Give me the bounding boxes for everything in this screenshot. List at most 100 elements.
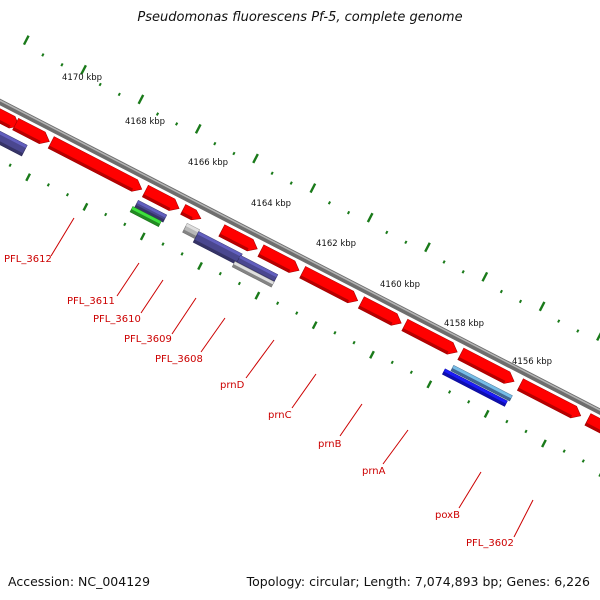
gene-feature — [47, 136, 143, 192]
scale-tick — [175, 122, 179, 126]
gene-label-leader — [513, 499, 534, 538]
gene-feature — [457, 347, 515, 384]
scale-label: 4162 kbp — [316, 239, 356, 249]
gene-feature — [257, 244, 300, 273]
scale-tick — [194, 123, 202, 134]
scale-tick — [25, 173, 32, 182]
scale-tick — [197, 261, 203, 271]
scale-tick — [155, 112, 160, 116]
gene-label-leader — [200, 317, 226, 353]
scale-tick — [180, 252, 184, 256]
scale-tick — [60, 62, 64, 67]
scale-label: 4164 kbp — [251, 199, 291, 209]
scale-labels: 4170 kbp 4168 kbp 4166 kbp 4164 kbp 4162 kbp… — [62, 73, 552, 367]
scale-tick — [467, 400, 471, 404]
scale-tick — [557, 319, 561, 323]
scale-tick — [309, 183, 317, 194]
scale-tick — [289, 181, 293, 185]
accession-label: Accession: NC_004129 — [8, 574, 151, 589]
scale-tick — [137, 94, 145, 105]
scale-label: 4156 kbp — [512, 357, 552, 367]
scale-tick — [562, 449, 566, 453]
gene-label: PFL_3611 — [67, 296, 115, 307]
gene-feature — [442, 368, 508, 407]
gene-feature — [192, 231, 243, 266]
gene-label: PFL_3610 — [93, 314, 141, 325]
gene-feature — [0, 130, 28, 157]
scale-tick — [461, 270, 465, 274]
scale-tick — [237, 281, 241, 286]
scale-tick — [22, 35, 30, 46]
gene-feature — [12, 117, 50, 144]
scale-tick — [447, 390, 452, 394]
scale-tick — [276, 301, 280, 306]
map-title: Pseudomonas fluorescens Pf-5, complete g… — [137, 10, 463, 25]
gene-label: PFL_3602 — [466, 538, 514, 549]
scale-tick — [524, 429, 528, 434]
scale-tick — [518, 299, 523, 304]
scale-tick — [499, 289, 503, 294]
gene-feature — [401, 318, 458, 355]
scale-tick — [311, 321, 318, 330]
scale-tick — [270, 171, 274, 176]
gene-label: prnB — [318, 439, 342, 450]
genome-backbone — [0, 98, 600, 416]
scale-label: 4168 kbp — [125, 117, 165, 127]
genome-summary: Topology: circular; Length: 7,074,893 bp… — [246, 574, 590, 589]
scale-tick — [123, 222, 127, 227]
scale-tick — [366, 212, 374, 223]
scale-tick — [481, 271, 489, 282]
gene-feature — [584, 413, 600, 434]
scale-tick — [213, 141, 217, 146]
scale-tick — [104, 212, 108, 217]
gene-feature — [180, 204, 202, 221]
scale-tick — [426, 380, 433, 389]
scale-tick — [232, 151, 236, 156]
gene-label: poxB — [435, 510, 460, 521]
scale-tick — [390, 360, 394, 365]
scale-tick — [352, 340, 356, 345]
scale-tick — [98, 82, 102, 87]
scale-tick — [581, 459, 585, 463]
scale-tick — [254, 291, 261, 300]
gene-label-leader — [291, 373, 317, 409]
gene-label: PFL_3612 — [4, 254, 52, 265]
scale-label: 4158 kbp — [444, 319, 484, 329]
gene-feature — [299, 266, 359, 304]
scale-tick — [65, 192, 70, 197]
gene-feature — [516, 378, 582, 419]
scale-label: 4160 kbp — [380, 280, 420, 290]
scale-tick — [385, 230, 389, 235]
scale-tick — [538, 301, 546, 312]
scale-tick — [295, 311, 299, 315]
scale-tick — [505, 419, 509, 424]
scale-tick — [46, 183, 50, 187]
gene-label: PFL_3608 — [155, 354, 203, 365]
scale-tick — [333, 331, 337, 335]
gene-feature — [218, 224, 258, 252]
scale-tick — [218, 271, 222, 276]
gene-feature — [357, 296, 402, 326]
scale-tick — [483, 409, 490, 419]
gene-label: prnC — [268, 410, 292, 421]
gene-features — [0, 108, 600, 434]
gene-labels: PFL_3612 PFL_3611 PFL_3610 PFL_3609 PFL_3608… — [4, 217, 534, 549]
gene-label-leader — [245, 339, 275, 379]
scale-tick — [82, 202, 89, 211]
scale-tick — [327, 201, 332, 205]
scale-tick — [541, 439, 547, 448]
gene-feature — [450, 365, 513, 402]
gene-feature — [231, 261, 275, 288]
scale-tick — [404, 240, 408, 245]
scale-tick — [596, 332, 600, 341]
gene-label: PFL_3609 — [124, 334, 172, 345]
gene-label: prnA — [362, 466, 386, 477]
scale-label: 4166 kbp — [188, 158, 228, 168]
gene-label-leader — [339, 403, 363, 437]
scale-tick — [409, 370, 413, 375]
scale-tick — [117, 92, 121, 97]
gene-label-leader — [171, 297, 197, 335]
gene-feature — [134, 199, 168, 223]
backbone-highlight — [0, 99, 600, 411]
